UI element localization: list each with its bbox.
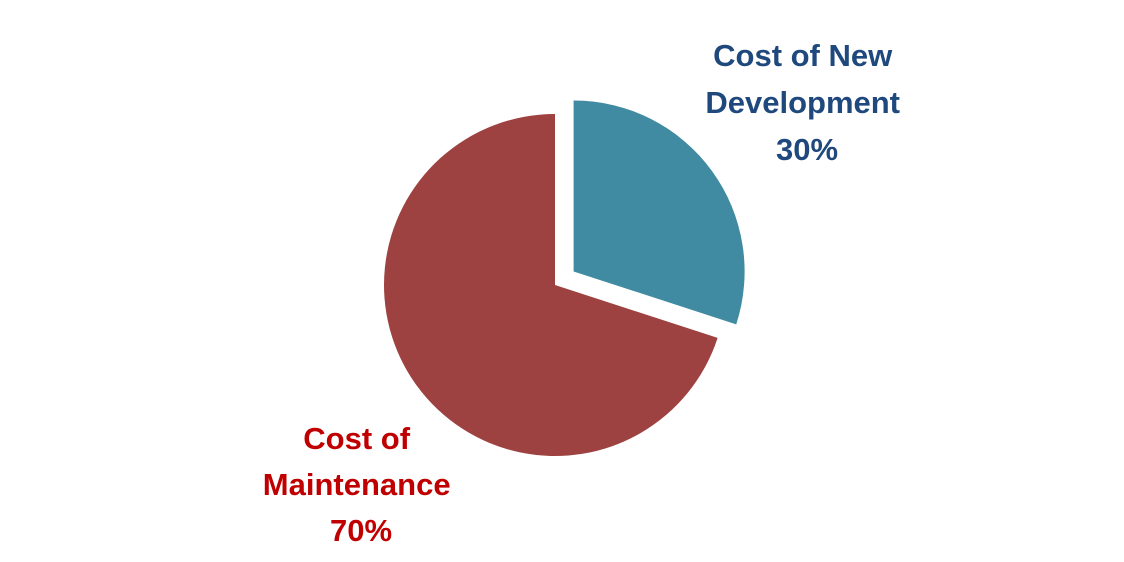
label-new-development-line-2: Development [705,85,900,120]
label-maintenance-value: 70% [330,513,392,548]
label-new-development-value: 30% [776,132,838,167]
label-new-development-line-1: Cost of New [713,38,893,73]
pie-slice-cost-of-new-development [573,100,745,325]
pie-slices [384,100,745,457]
label-maintenance-line-2: Maintenance [263,467,451,502]
pie-slice-cost-of-maintenance [384,114,718,457]
label-maintenance-line-1: Cost of [303,421,410,456]
label-maintenance: Cost of Maintenance 70% [263,421,459,548]
label-new-development: Cost of New Development 30% [705,38,908,167]
